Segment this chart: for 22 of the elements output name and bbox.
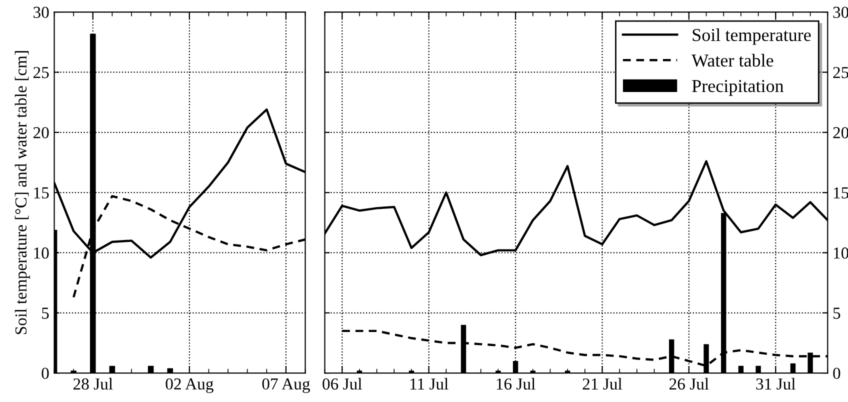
x-tick-label: 07 Aug: [262, 378, 310, 394]
y-tick-label: 0: [42, 368, 49, 380]
legend-label: Soil temperature: [692, 28, 811, 45]
y-tick-label: 15: [34, 187, 49, 199]
y-tick-label: 5: [833, 308, 840, 319]
x-tick-label: 11 Jul: [410, 378, 448, 390]
y-tick-label: 5: [42, 308, 49, 319]
legend-label: Precipitation: [692, 80, 784, 96]
x-tick-label: 16 Jul: [496, 378, 536, 390]
y-tick-label: 10: [34, 247, 49, 259]
x-tick-label: 31 Jul: [756, 378, 796, 390]
x-tick-label: 02 Aug: [166, 378, 214, 394]
y-tick-label: 0: [833, 368, 840, 380]
y-axis-title: Soil temperature [°C] and water table [cm]: [14, 51, 30, 334]
legend-label: Water table: [692, 54, 774, 67]
y-tick-label: 30: [34, 6, 49, 18]
x-tick-label: 28 Jul: [73, 378, 113, 390]
x-tick-label: 06 Jul: [322, 378, 362, 390]
y-tick-label: 25: [33, 66, 49, 78]
x-tick-label: 26 Jul: [670, 378, 709, 390]
y-tick-label: 20: [33, 127, 49, 138]
x-tick-label: 21 Jul: [582, 378, 622, 390]
